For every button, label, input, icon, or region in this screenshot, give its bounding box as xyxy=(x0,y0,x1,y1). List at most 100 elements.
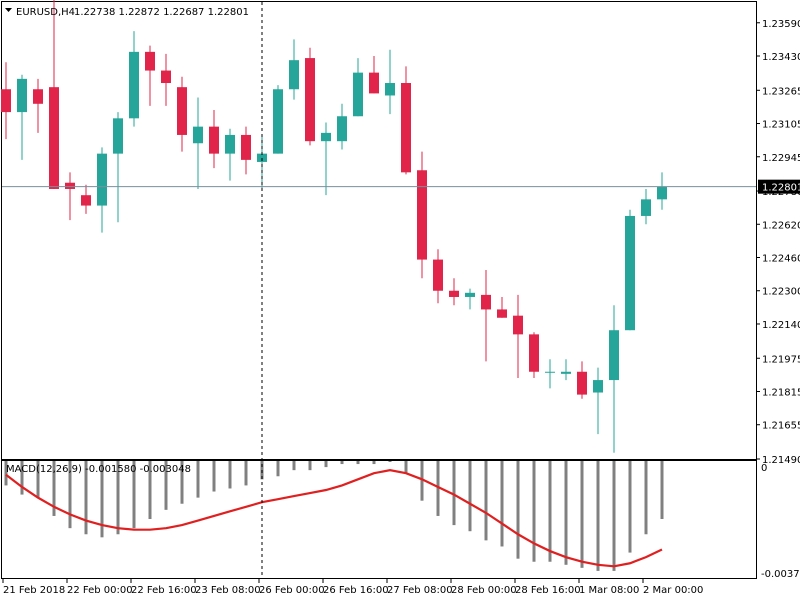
candle-body xyxy=(593,380,603,393)
candle-body xyxy=(305,58,315,142)
candle-body xyxy=(417,170,427,260)
macd-histogram-bar xyxy=(548,461,552,562)
time-tick-label: 2 Mar 00:00 xyxy=(643,585,703,596)
current-price-tag xyxy=(758,179,800,194)
macd-histogram-bar xyxy=(532,461,536,562)
candle-body xyxy=(433,259,443,291)
candle-body xyxy=(545,371,555,373)
macd-histogram-bar xyxy=(420,461,424,501)
candle-body xyxy=(609,330,619,381)
candle-body xyxy=(321,132,331,142)
price-tick-label: 1.21975 xyxy=(762,354,800,365)
time-tick-label: 28 Feb 16:00 xyxy=(515,585,581,596)
candles-layer xyxy=(1,0,667,453)
candle-body xyxy=(641,199,651,216)
macd-histogram-bar xyxy=(84,461,88,535)
candle-body xyxy=(289,60,299,90)
candle-body xyxy=(129,51,139,119)
time-tick-label: 22 Feb 00:00 xyxy=(67,585,133,596)
candle-body xyxy=(145,51,155,71)
price-tick-label: 1.21815 xyxy=(762,387,800,398)
macd-histogram-bar xyxy=(212,461,216,492)
candle-body xyxy=(529,334,539,372)
macd-histogram-bar xyxy=(52,461,56,516)
chart-menu-triangle-icon[interactable] xyxy=(5,8,12,12)
price-tick-label: 1.23105 xyxy=(762,120,800,131)
time-tick-label: 22 Feb 16:00 xyxy=(131,585,197,596)
candle-body xyxy=(257,153,267,162)
price-tick-label: 1.22140 xyxy=(762,320,800,331)
ohlc-label: 1.22738 1.22872 1.22687 1.22801 xyxy=(74,7,249,18)
macd-histogram-bar xyxy=(436,461,440,516)
candle-body xyxy=(209,126,219,154)
price-tick-label: 1.21490 xyxy=(762,455,800,466)
candle-body xyxy=(161,70,171,84)
macd-zero-label: 0 xyxy=(761,463,767,474)
candle-body xyxy=(353,72,363,117)
macd-histogram-bar xyxy=(20,461,24,495)
candle-body xyxy=(81,195,91,206)
macd-histogram-bar xyxy=(372,461,376,465)
macd-histogram-bar xyxy=(564,461,568,565)
symbol-label: EURUSD,H4 xyxy=(16,7,75,18)
overlay-layer xyxy=(2,2,756,578)
candle-body xyxy=(657,186,667,200)
candle-body xyxy=(369,72,379,94)
macd-histogram-bar xyxy=(612,461,616,571)
macd-histogram-bar xyxy=(180,461,184,504)
current-price-tag-label: 1.22801 xyxy=(762,183,800,194)
price-tick-label: 1.23590 xyxy=(762,19,800,30)
macd-histogram-bar xyxy=(340,461,344,465)
macd-histogram-bar xyxy=(196,461,200,498)
macd-histogram-bar xyxy=(500,461,504,547)
macd-histogram-bar xyxy=(404,461,408,474)
candle-body xyxy=(337,116,347,142)
candle-body xyxy=(481,294,491,310)
macd-histogram-bar xyxy=(356,461,360,465)
candle-body xyxy=(1,89,11,113)
price-tick-label: 1.21655 xyxy=(762,421,800,432)
candle-body xyxy=(449,290,459,297)
macd-pane-frame xyxy=(1,460,757,579)
macd-layer xyxy=(4,461,664,571)
macd-histogram-bar xyxy=(36,461,40,498)
macd-histogram-bar xyxy=(4,461,8,486)
candle-body xyxy=(625,215,635,331)
time-tick-label: 23 Feb 08:00 xyxy=(195,585,261,596)
candle-body xyxy=(65,182,75,189)
time-tick-label: 28 Feb 00:00 xyxy=(451,585,517,596)
candle-body xyxy=(561,371,571,374)
candle-body xyxy=(577,371,587,395)
time-tick-label: 1 Mar 08:00 xyxy=(579,585,639,596)
time-tick-label: 21 Feb 2018 xyxy=(3,585,65,596)
price-tick-label: 1.22945 xyxy=(762,153,800,164)
macd-histogram-bar xyxy=(68,461,72,529)
candle-body xyxy=(465,292,475,297)
macd-signal-line xyxy=(5,469,663,568)
price-tick-label: 1.22620 xyxy=(762,220,800,231)
price-tick-label: 1.22300 xyxy=(762,287,800,298)
candle-body xyxy=(241,134,251,160)
macd-histogram-bar xyxy=(388,461,392,462)
candle-body xyxy=(33,89,43,104)
macd-histogram-bar xyxy=(164,461,168,510)
price-tick-label: 1.23265 xyxy=(762,86,800,97)
candle-body xyxy=(273,89,283,154)
candle-body xyxy=(497,309,507,318)
time-tick-label: 26 Feb 00:00 xyxy=(259,585,325,596)
candle-body xyxy=(113,118,123,154)
macd-histogram-bar xyxy=(628,461,632,553)
macd-histogram-bar xyxy=(308,461,312,471)
candle-body xyxy=(49,87,59,189)
price-tick-label: 1.22460 xyxy=(762,254,800,265)
macd-histogram-bar xyxy=(516,461,520,559)
time-tick-label: 26 Feb 16:00 xyxy=(323,585,389,596)
macd-histogram-bar xyxy=(644,461,648,535)
macd-label: MACD(12,26,9) -0.001580 -0.003048 xyxy=(6,464,191,475)
macd-histogram-bar xyxy=(276,461,280,477)
macd-histogram-bar xyxy=(452,461,456,526)
candle-body xyxy=(225,134,235,154)
macd-histogram-bar xyxy=(468,461,472,532)
candle-body xyxy=(385,83,395,96)
